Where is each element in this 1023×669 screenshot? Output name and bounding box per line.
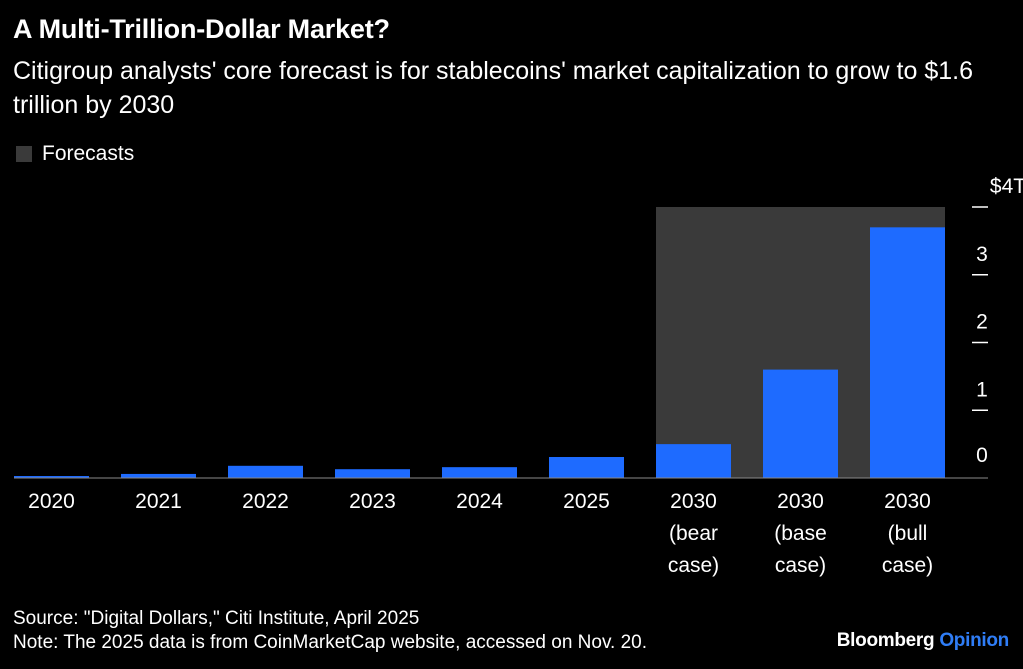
x-tick-label-0: 2020 — [28, 490, 75, 513]
bar-chart: 2020 2021 2022 2023 2024 2025 2030 (bear case)20… — [14, 175, 1023, 577]
brand-section: Opinion — [939, 630, 1009, 651]
bar-2 — [228, 465, 303, 478]
bar-3 — [335, 469, 410, 478]
x-tick-label-6: 2030 (bear case) — [668, 490, 719, 577]
x-tick-label-2: 2022 — [242, 490, 289, 513]
x-tick-label-3: 2023 — [349, 490, 396, 513]
bar-8 — [870, 227, 945, 478]
y-tick-label-3: 3 — [976, 243, 988, 266]
y-tick-label-1: 1 — [976, 378, 988, 401]
bar-6 — [656, 444, 731, 478]
chart-subtitle: Citigroup analysts' core forecast is for… — [13, 57, 973, 119]
chart-title: A Multi-Trillion-Dollar Market? — [13, 14, 390, 44]
y-tick-label-2: 2 — [976, 311, 988, 334]
bar-0 — [14, 476, 89, 478]
x-tick-label-8: 2030 (bull case) — [882, 490, 933, 577]
legend-forecast-swatch — [16, 146, 32, 162]
legend: Forecasts — [16, 142, 134, 166]
y-tick-label-4: $4T — [990, 175, 1023, 198]
brand-name: Bloomberg — [836, 630, 935, 651]
y-tick-label-0: 0 — [976, 444, 988, 467]
x-tick-label-5: 2025 — [563, 490, 610, 513]
source-note: Source: "Digital Dollars," Citi Institut… — [13, 608, 420, 629]
x-tick-label-4: 2024 — [456, 490, 503, 513]
bar-4 — [442, 467, 517, 478]
bar-7 — [763, 369, 838, 478]
x-tick-label-7: 2030 (base case) — [774, 490, 827, 577]
x-tick-label-1: 2021 — [135, 490, 182, 513]
bar-1 — [121, 473, 196, 478]
bloomberg-opinion-logo: Bloomberg Opinion — [836, 630, 1010, 652]
legend-forecast-label: Forecasts — [42, 142, 135, 165]
bar-5 — [549, 456, 624, 478]
data-note: Note: The 2025 data is from CoinMarketCa… — [13, 632, 648, 653]
